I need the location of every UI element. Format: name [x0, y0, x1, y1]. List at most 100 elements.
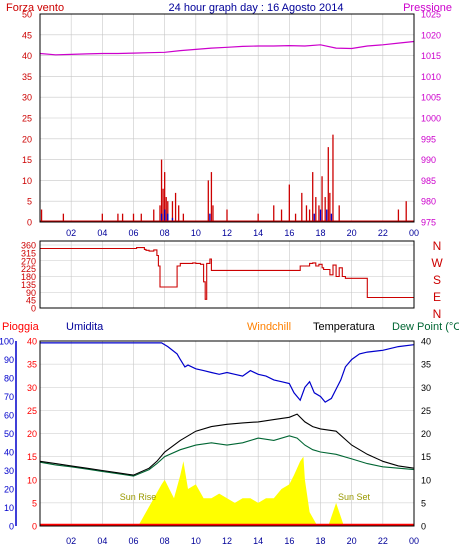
time-tick-label: 06 — [128, 228, 138, 238]
time-tick-label: 10 — [191, 228, 201, 238]
pressure-tick-label: 995 — [421, 134, 436, 144]
time-tick-label: 04 — [97, 228, 107, 238]
solar-radiation-area — [138, 456, 344, 526]
time-tick-label: 16 — [284, 536, 294, 546]
wind-pressure-panel: Forza vento 24 hour graph day : 16 Agost… — [6, 2, 452, 238]
time-tick-label: 14 — [253, 536, 263, 546]
wind-speed-tick-label: 5 — [27, 197, 32, 207]
humidity-line — [40, 342, 415, 403]
wind-speed-tick-label: 45 — [22, 30, 32, 40]
wind-direction-series — [40, 247, 414, 300]
temperature-tick-label: 15 — [421, 452, 431, 462]
pressure-tick-label: 990 — [421, 155, 436, 165]
pressure-tick-label: 975 — [421, 218, 436, 228]
dewpoint-label: Dew Point (°C — [392, 321, 459, 333]
humidity-tick-label: 50 — [4, 429, 14, 439]
time-tick-label: 16 — [284, 228, 294, 238]
pressure-axis-label: Pressione — [403, 2, 452, 14]
wind-direction-tick-label: 45 — [26, 296, 36, 306]
rain-tick-label: 0 — [32, 522, 37, 532]
pressure-tick-label: 1010 — [421, 72, 441, 82]
rain-tick-label: 30 — [27, 383, 37, 393]
wind-direction-tick-label: 0 — [31, 304, 36, 314]
temperature-tick-label: 20 — [421, 429, 431, 439]
pressure-tick-label: 1000 — [421, 114, 441, 124]
time-tick-label: 08 — [160, 228, 170, 238]
wind-speed-axis-label: Forza vento — [6, 2, 64, 14]
wind-speed-tick-label: 35 — [22, 72, 32, 82]
wind-speed-tick-label: 15 — [22, 155, 32, 165]
temperature-tick-label: 25 — [421, 406, 431, 416]
rain-tick-label: 40 — [27, 337, 37, 347]
temperature-tick-label: 40 — [421, 337, 431, 347]
time-tick-label: 12 — [222, 536, 232, 546]
compass-label: N — [433, 307, 442, 321]
humidity-tick-label: 40 — [4, 448, 14, 458]
compass-label: E — [433, 290, 441, 304]
time-tick-label: 02 — [66, 536, 76, 546]
wind-speed-tick-label: 30 — [22, 93, 32, 103]
humidity-tick-label: 90 — [4, 355, 14, 365]
wind-pressure-grid — [40, 13, 415, 223]
temperature-humidity-plot-border — [39, 340, 415, 527]
time-tick-label: 22 — [378, 536, 388, 546]
rain-axis-label: Pioggia — [2, 321, 40, 333]
temperature-ticks: 40 35 30 25 20 15 10 5 0 — [421, 337, 431, 532]
wind-direction-tick-label: 360 — [21, 241, 36, 251]
rain-tick-label: 15 — [27, 452, 37, 462]
time-tick-label: 00 — [409, 536, 419, 546]
humidity-tick-label: 70 — [4, 392, 14, 402]
wind-direction-tick-label: 90 — [26, 288, 36, 298]
temperature-tick-label: 0 — [421, 522, 426, 532]
temperature-line — [39, 413, 415, 476]
time-tick-label: 18 — [315, 228, 325, 238]
time-tick-label: 02 — [66, 228, 76, 238]
pressure-tick-label: 1025 — [421, 10, 441, 20]
time-tick-label: 12 — [222, 228, 232, 238]
humidity-tick-label: 80 — [4, 374, 14, 384]
time-tick-label: 04 — [97, 536, 107, 546]
humidity-axis-label: Umidita — [66, 321, 104, 333]
wind-direction-plot-border — [39, 240, 415, 309]
compass-label: N — [433, 239, 442, 253]
wind-direction-line — [40, 247, 414, 300]
temperature-humidity-series — [39, 342, 415, 527]
rain-ticks: 40 35 30 25 20 15 10 5 0 — [27, 337, 37, 532]
rain-tick-label: 25 — [27, 406, 37, 416]
rain-tick-label: 5 — [32, 498, 37, 508]
wind-speed-tick-label: 10 — [22, 176, 32, 186]
pressure-ticks: 1025 1020 1015 1010 1005 1000 995 990 985 980 975 — [421, 10, 441, 228]
wind-direction-grid — [40, 241, 415, 309]
rain-tick-label: 10 — [27, 475, 37, 485]
wind-pressure-plot-border — [39, 13, 415, 223]
time-tick-label: 18 — [315, 536, 325, 546]
wind-direction-tick-label: 315 — [21, 248, 36, 258]
time-tick-label: 22 — [378, 228, 388, 238]
rain-tick-label: 20 — [27, 429, 37, 439]
temperature-label: Temperatura — [313, 321, 376, 333]
temperature-tick-label: 5 — [421, 498, 426, 508]
temperature-tick-label: 30 — [421, 383, 431, 393]
wind-speed-tick-label: 40 — [22, 51, 32, 61]
wind-direction-tick-label: 135 — [21, 280, 36, 290]
temperature-time-ticks: 02 04 06 08 10 12 14 16 18 20 22 00 — [66, 536, 419, 546]
wind-direction-tick-label: 270 — [21, 256, 36, 266]
humidity-tick-label: 0 — [9, 522, 14, 532]
windchill-label: Windchill — [247, 321, 291, 333]
pressure-tick-label: 985 — [421, 176, 436, 186]
pressure-tick-label: 1020 — [421, 30, 441, 40]
time-tick-label: 14 — [253, 228, 263, 238]
compass-label: S — [433, 273, 441, 287]
humidity-tick-label: 10 — [4, 503, 14, 513]
temperature-tick-label: 35 — [421, 360, 431, 370]
humidity-tick-label: 60 — [4, 411, 14, 421]
time-tick-label: 20 — [347, 536, 357, 546]
wind-direction-tick-label: 180 — [21, 272, 36, 282]
compass-label: W — [431, 256, 443, 270]
